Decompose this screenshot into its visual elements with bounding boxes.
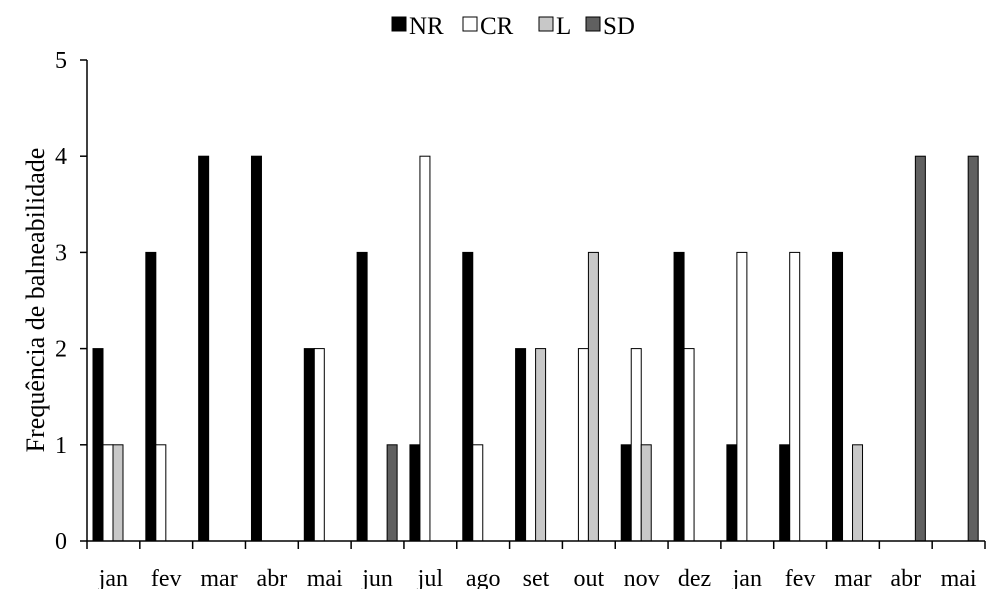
bar-cr-6: [419, 155, 431, 542]
bar-cr-12: [736, 251, 748, 542]
bar-cr-11: [683, 348, 695, 542]
bar-cr-10: [630, 348, 642, 542]
bar-l-10: [640, 444, 652, 542]
y-tick-label: 4: [55, 144, 67, 170]
x-tick-label: nov: [624, 566, 660, 589]
x-tick-label: mai: [941, 566, 977, 589]
y-axis-ticks: 0 1 2 3 4 5: [55, 48, 67, 555]
bar-sd-5: [386, 444, 398, 542]
bar-cr-7: [472, 444, 484, 542]
y-tick-label: 3: [55, 240, 67, 266]
x-tick-label: mar: [834, 566, 871, 589]
x-tick-label: abr: [257, 566, 288, 589]
x-tick-label: fev: [151, 566, 182, 589]
bars: [92, 155, 979, 542]
bar-nr-7: [462, 251, 474, 542]
legend-label-sd: SD: [603, 13, 635, 40]
x-tick-label: dez: [678, 566, 711, 589]
x-tick-label: mai: [307, 566, 343, 589]
x-axis-ticks: jan fev mar abr mai jun jul ago set out nov dez jan f…: [98, 566, 977, 589]
chart-legend: NR CR L SD: [391, 13, 635, 40]
x-tick-label: ago: [466, 566, 501, 589]
legend-swatch-nr: [391, 16, 407, 32]
bar-sd-15: [914, 155, 926, 542]
x-tick-label: jul: [417, 566, 444, 589]
bar-l-9: [587, 251, 599, 542]
bar-cr-1: [155, 444, 167, 542]
bar-cr-13: [789, 251, 801, 542]
bar-nr-4: [303, 348, 315, 542]
bar-cr-4: [313, 348, 325, 542]
bar-l-8: [535, 348, 547, 542]
legend-label-cr: CR: [480, 13, 514, 40]
bar-cr-0: [102, 444, 114, 542]
x-tick-label: abr: [890, 566, 921, 589]
x-tick-label: out: [573, 566, 604, 589]
bar-nr-12: [726, 444, 738, 542]
legend-label-l: L: [556, 13, 571, 40]
bar-nr-0: [92, 348, 104, 542]
x-tick-label: set: [523, 566, 550, 589]
y-tick-label: 5: [55, 48, 67, 74]
y-axis-title: Frequência de balneabilidade: [21, 148, 50, 453]
bar-nr-1: [145, 251, 157, 542]
legend-label-nr: NR: [409, 13, 444, 40]
bar-nr-11: [673, 251, 685, 542]
y-tick-label: 1: [55, 433, 67, 459]
x-tick-label: jan: [732, 566, 762, 589]
bar-l-14: [852, 444, 864, 542]
bar-sd-16: [967, 155, 979, 542]
x-tick-label: jan: [98, 566, 128, 589]
axes: [80, 59, 986, 549]
bar-nr-8: [515, 348, 527, 542]
bar-nr-13: [779, 444, 791, 542]
x-tick-label: fev: [785, 566, 816, 589]
y-tick-label: 0: [55, 529, 67, 555]
bar-l-0: [112, 444, 124, 542]
bar-nr-2: [198, 155, 210, 542]
bar-nr-6: [409, 444, 421, 542]
bar-nr-5: [356, 251, 368, 542]
bar-nr-14: [832, 251, 844, 542]
x-tick-label: jun: [361, 566, 393, 589]
bar-nr-3: [250, 155, 262, 542]
bar-nr-10: [620, 444, 632, 542]
legend-swatch-cr: [462, 16, 478, 32]
bar-cr-9: [577, 348, 589, 542]
y-tick-label: 2: [55, 337, 67, 363]
x-tick-label: mar: [200, 566, 237, 589]
legend-swatch-sd: [585, 16, 601, 32]
legend-swatch-l: [538, 16, 554, 32]
